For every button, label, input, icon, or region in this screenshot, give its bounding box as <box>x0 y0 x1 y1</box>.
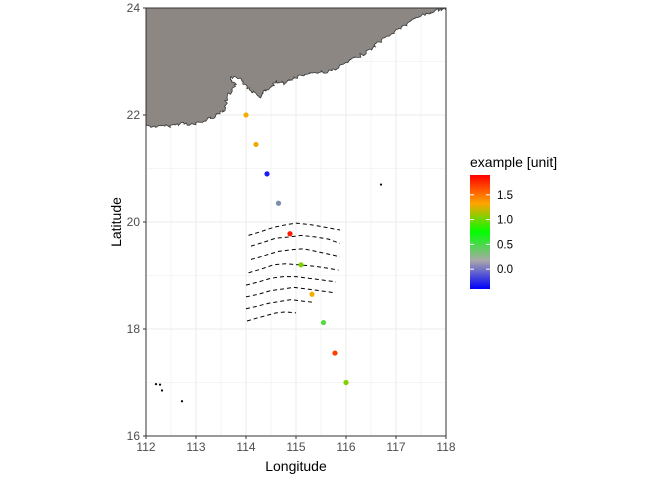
axes: 112 113 114 115 116 117 118 16 18 20 22 24 Longitude… <box>108 1 456 474</box>
contour-line <box>250 248 341 260</box>
x-tick-label: 114 <box>236 440 255 454</box>
y-tick-label: 20 <box>127 215 141 229</box>
y-tick-label: 18 <box>127 322 141 336</box>
data-point-8 <box>320 319 327 326</box>
legend-title: example [unit] <box>470 154 557 170</box>
data-point-4 <box>275 200 282 206</box>
contour-line <box>245 286 334 298</box>
y-axis-title: Latitude <box>108 197 124 247</box>
y-tick-label: 16 <box>127 429 141 443</box>
contour-line <box>250 234 341 247</box>
x-tick-label: 113 <box>186 440 205 454</box>
legend-tick-label: 1.0 <box>497 215 513 227</box>
legend-tick-label: 0.5 <box>497 239 513 251</box>
map-panel <box>145 7 447 437</box>
land-mass <box>146 8 446 129</box>
x-tick-label: 115 <box>286 440 305 454</box>
x-axis-title: Longitude <box>265 458 327 474</box>
contour-line <box>248 263 339 274</box>
island-marker <box>160 389 164 392</box>
x-tick-label: 118 <box>436 440 455 454</box>
x-tick-label: 116 <box>336 440 355 454</box>
colorbar <box>470 175 490 289</box>
data-point-10 <box>343 379 349 386</box>
panel-content <box>146 8 446 436</box>
x-tick-label: 117 <box>386 440 405 454</box>
y-tick-label: 24 <box>127 1 141 15</box>
island-marker <box>379 183 383 186</box>
data-point-2 <box>253 141 259 148</box>
data-point-1 <box>243 112 249 118</box>
contour-line <box>248 222 341 236</box>
island-marker <box>154 383 158 386</box>
contour-line <box>246 311 297 322</box>
data-point-6 <box>298 262 304 268</box>
data-point-7 <box>309 291 315 297</box>
y-tick-label: 22 <box>127 108 141 122</box>
legend-tick-label: 1.5 <box>497 190 513 202</box>
legend-tick-label: 0.0 <box>497 264 513 276</box>
data-point-3 <box>264 171 270 177</box>
contour-line <box>245 276 337 286</box>
data-point-9 <box>332 350 338 356</box>
island-marker <box>180 400 184 403</box>
legend: example [unit] 0.0 0.5 1.0 1.5 <box>470 154 557 289</box>
island-marker <box>158 383 162 386</box>
data-point-5 <box>287 231 293 237</box>
x-tick-label: 112 <box>136 440 155 454</box>
contour-line <box>245 299 314 310</box>
